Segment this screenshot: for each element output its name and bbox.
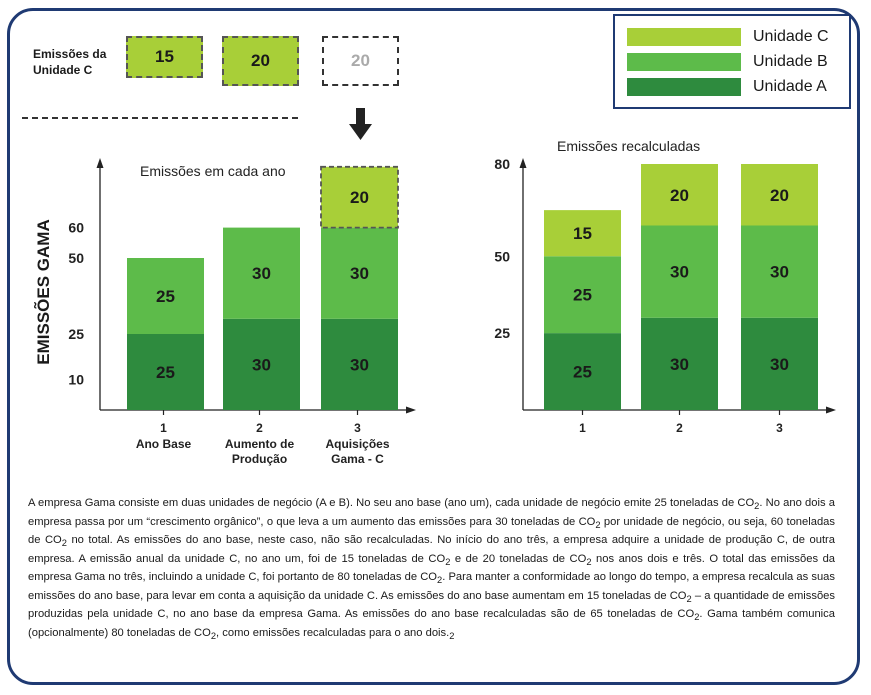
caption-text-3: por unidade de negócio, ou seja, 60 tone… bbox=[28, 515, 835, 547]
annual-bar-label-unit-b-1: 25 bbox=[156, 287, 175, 306]
annual-category-label-1-1: Ano Base bbox=[136, 437, 192, 451]
caption-sub-3: 2 bbox=[61, 538, 67, 549]
caption-text-6: nos anos dois e três. O total das emissõ… bbox=[28, 552, 836, 584]
caption-sub-5: 2 bbox=[586, 556, 592, 567]
charts-svg: Emissões em cada ano 10 25 50 60 25 25 1 Ano Bas… bbox=[68, 108, 836, 466]
unit-c-year2-box: 20 bbox=[222, 36, 299, 86]
annual-category-1: 1 bbox=[160, 421, 167, 435]
caption-text-7: . Para manter a conformidade ao longo do… bbox=[28, 571, 835, 602]
caption-sub-8: 2 bbox=[694, 612, 700, 623]
legend-item-unit-a: Unidade A bbox=[627, 76, 827, 98]
annual-category-label-3-2: Gama - C bbox=[331, 452, 384, 466]
annual-ytick-label-0: 10 bbox=[68, 372, 84, 388]
caption-text-1: A empresa Gama consiste em duas unidades… bbox=[28, 497, 755, 509]
recalc-chart-title: Emissões recalculadas bbox=[557, 138, 700, 154]
annual-bar-unit-a-2 bbox=[223, 318, 300, 410]
caption-sub-9: 2 bbox=[210, 630, 217, 641]
legend: Unidade C Unidade B Unidade A bbox=[613, 14, 851, 109]
recalc-x-axis-arrow bbox=[826, 406, 836, 414]
legend-item-unit-c: Unidade C bbox=[627, 26, 829, 48]
caption-text-2: . No ano dois a empresa passa por um “cr… bbox=[28, 497, 835, 528]
caption-sub-1: 2 bbox=[754, 501, 760, 512]
caption-text-10: , como emissões recalculadas para o ano … bbox=[216, 626, 450, 639]
recalc-bar-label-unit-a-2: 30 bbox=[670, 355, 689, 374]
annual-ytick-label-3: 60 bbox=[68, 220, 84, 236]
legend-label-unit-b: Unidade B bbox=[753, 53, 828, 70]
caption-paragraph: A empresa Gama consiste em duas unidades… bbox=[28, 496, 835, 644]
recalc-bar-unit-c-1 bbox=[544, 210, 621, 257]
annual-bar-label-unit-a-2: 30 bbox=[252, 355, 271, 374]
recalc-ytick-label-0: 25 bbox=[494, 325, 510, 341]
caption-text-5: e de 20 toneladas de CO bbox=[450, 552, 587, 565]
recalc-bar-label-unit-a-3: 30 bbox=[770, 355, 789, 374]
recalc-category-2: 2 bbox=[676, 421, 683, 435]
unit-c-year1-box: 15 bbox=[126, 36, 203, 78]
caption-sub-7: 2 bbox=[686, 593, 692, 604]
recalc-bar-unit-a-3 bbox=[741, 317, 818, 410]
annual-bar-unit-b-3 bbox=[321, 227, 398, 319]
annual-bar-label-unit-c-3: 20 bbox=[350, 188, 369, 207]
annual-x-axis-arrow bbox=[406, 406, 416, 414]
caption-sub-10: 2 bbox=[449, 630, 455, 641]
annual-ytick-label-1: 25 bbox=[68, 326, 84, 342]
unit-c-label-line2: Unidade C bbox=[33, 63, 93, 77]
recalc-y-axis-arrow bbox=[519, 158, 527, 168]
annual-category-3: 3 bbox=[354, 421, 361, 435]
recalc-category-1: 1 bbox=[579, 421, 586, 435]
legend-label-unit-c: Unidade C bbox=[753, 28, 829, 45]
recalc-bar-label-unit-b-1: 25 bbox=[573, 286, 592, 305]
annual-bar-unit-b-2 bbox=[223, 227, 300, 319]
down-arrow-shaft bbox=[356, 108, 365, 126]
caption-sub-2: 2 bbox=[595, 519, 601, 530]
recalc-bar-unit-b-2 bbox=[641, 225, 718, 318]
recalc-bar-unit-b-3 bbox=[741, 225, 818, 318]
recalc-bar-unit-c-2 bbox=[641, 164, 718, 226]
caption-sub-6: 2 bbox=[437, 575, 443, 586]
recalc-bar-label-unit-c-2: 20 bbox=[670, 186, 689, 205]
recalc-bar-label-unit-b-3: 30 bbox=[770, 263, 789, 282]
annual-bar-unit-a-3 bbox=[321, 318, 398, 410]
recalc-bar-unit-a-2 bbox=[641, 317, 718, 410]
annual-category-label-2-1: Aumento de bbox=[225, 437, 295, 451]
annual-chart-title: Emissões em cada ano bbox=[140, 163, 286, 179]
recalc-bar-label-unit-c-3: 20 bbox=[770, 186, 789, 205]
recalc-bar-unit-a-1 bbox=[544, 333, 621, 410]
unit-c-label: Emissões da Unidade C bbox=[33, 46, 106, 78]
recalc-bar-unit-b-1 bbox=[544, 256, 621, 334]
annual-bar-label-unit-a-3: 30 bbox=[350, 355, 369, 374]
annual-category-label-3-1: Aquisições bbox=[325, 437, 389, 451]
caption-text-8: – a quantidade de emissões produzidas pe… bbox=[28, 589, 835, 621]
caption-sub-4: 2 bbox=[445, 556, 451, 567]
annual-y-axis-arrow bbox=[96, 158, 104, 168]
legend-swatch-unit-c bbox=[627, 28, 741, 46]
legend-swatch-unit-a bbox=[627, 78, 741, 96]
annual-bar-unit-a-1 bbox=[127, 334, 204, 410]
caption-text-9: . Gama também comunica (opcionalmente) 8… bbox=[28, 608, 835, 639]
annual-bar-label-unit-b-3: 30 bbox=[350, 264, 369, 283]
legend-label-unit-a: Unidade A bbox=[753, 78, 827, 95]
recalc-bar-label-unit-c-1: 15 bbox=[573, 224, 592, 243]
recalc-bar-label-unit-b-2: 30 bbox=[670, 263, 689, 282]
legend-item-unit-b: Unidade B bbox=[627, 51, 828, 73]
caption-text-4: no total. As emissões do ano base, neste… bbox=[28, 534, 835, 565]
unit-c-label-line1: Emissões da bbox=[33, 47, 107, 61]
down-arrow-head bbox=[349, 124, 372, 140]
recalc-category-3: 3 bbox=[776, 421, 783, 435]
annual-bar-unit-b-1 bbox=[127, 258, 204, 334]
annual-bar-unit-c-3 bbox=[320, 165, 399, 229]
figure-frame bbox=[7, 8, 860, 685]
annual-bar-label-unit-a-1: 25 bbox=[156, 363, 175, 382]
annual-category-label-2-2: Produção bbox=[232, 452, 287, 466]
unit-c-year3-box: 20 bbox=[322, 36, 399, 86]
legend-swatch-unit-b bbox=[627, 53, 741, 71]
recalc-ytick-label-1: 50 bbox=[494, 248, 510, 264]
recalc-ytick-label-2: 80 bbox=[494, 156, 510, 172]
separator-line bbox=[22, 117, 298, 119]
recalc-bar-unit-c-3 bbox=[741, 164, 818, 226]
annual-category-2: 2 bbox=[256, 421, 263, 435]
annual-ytick-label-2: 50 bbox=[68, 250, 84, 266]
recalc-bar-label-unit-a-1: 25 bbox=[573, 363, 592, 382]
annual-bar-label-unit-b-2: 30 bbox=[252, 264, 271, 283]
